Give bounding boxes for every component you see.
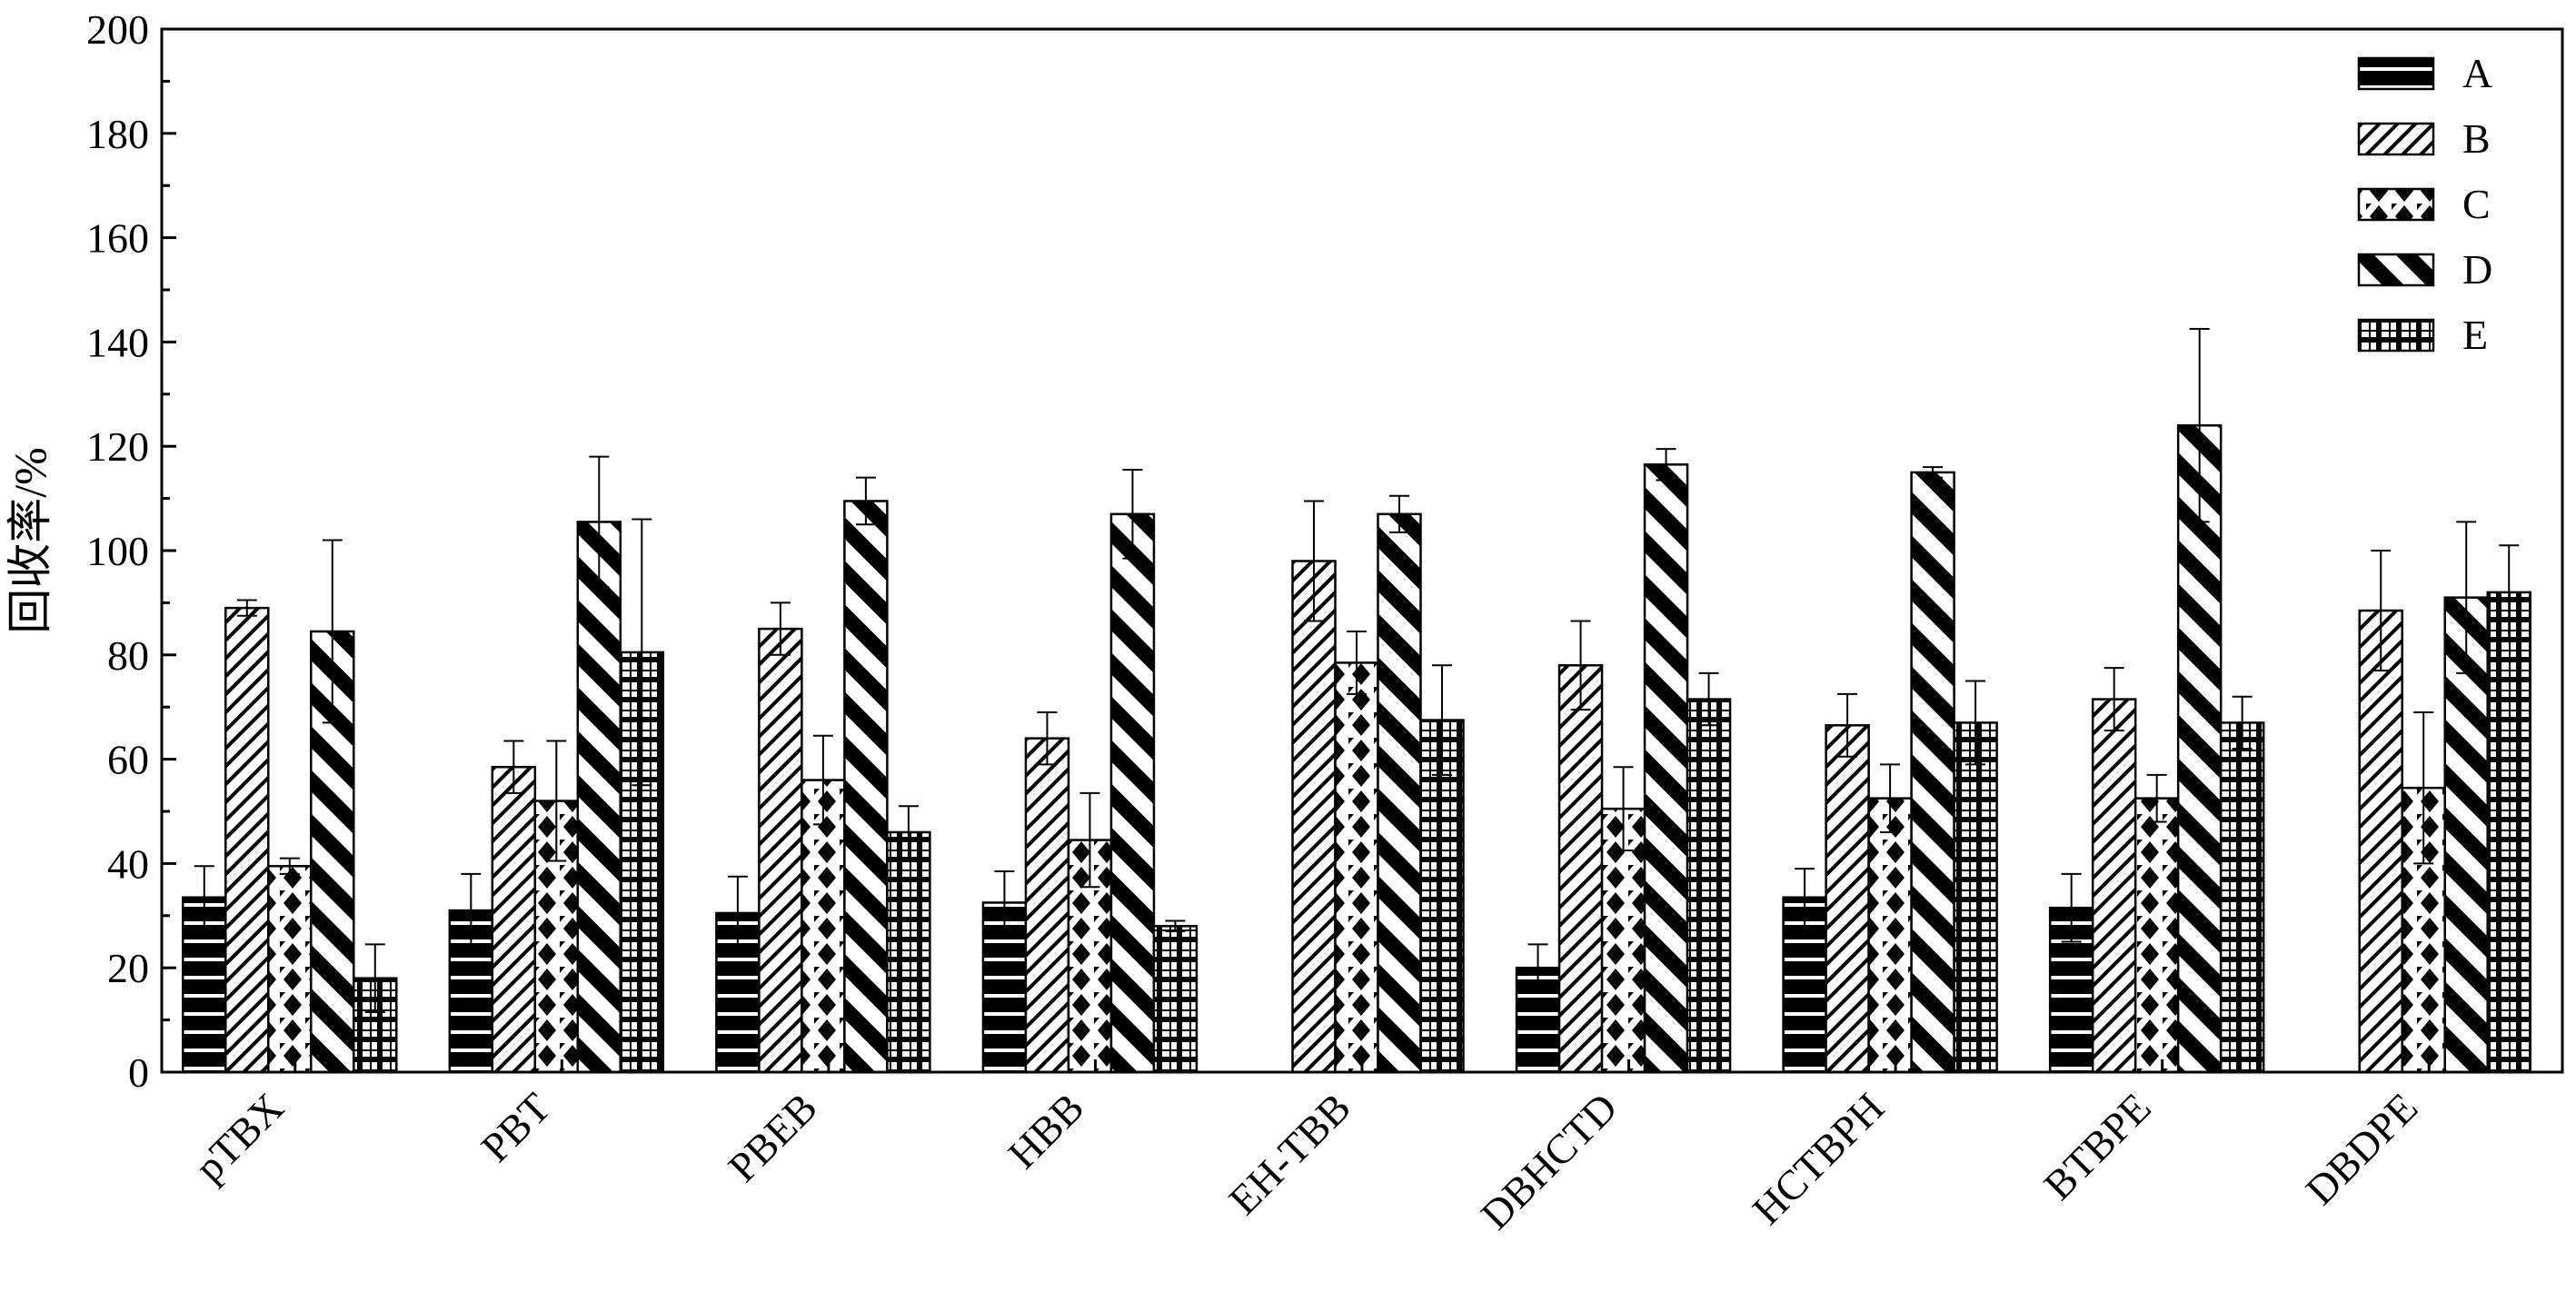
legend-label-A: A: [2462, 50, 2492, 96]
bar-D-PBEB: [843, 500, 889, 1074]
y-tick-label: 180: [86, 111, 149, 157]
y-tick-label: 60: [107, 737, 149, 783]
error-bars: [194, 328, 2520, 1013]
bar-B-HBB: [1024, 737, 1070, 1074]
bar-E-DBHCTD: [1686, 698, 1732, 1074]
bar-A-HBB: [981, 901, 1028, 1074]
bar-B-BTBPE: [2091, 698, 2137, 1074]
legend-label-B: B: [2462, 115, 2491, 162]
y-tick-label: 40: [107, 840, 149, 887]
y-tick-label: 0: [128, 1049, 149, 1096]
y-tick-label: 200: [86, 6, 149, 53]
bar-E-BTBPE: [2219, 721, 2265, 1074]
bar-C-EH-TBB: [1334, 661, 1379, 1074]
bar-E-PBEB: [886, 830, 931, 1074]
bar-E-EH-TBB: [1419, 719, 1465, 1074]
legend-swatch-E: [2357, 318, 2435, 353]
bar-D-DBHCTD: [1643, 463, 1689, 1074]
x-category-label: PBT: [472, 1084, 560, 1171]
bar-D-BTBPE: [2176, 423, 2223, 1074]
y-axis-ticks: 0 20 40 60 80 100 120 140 160 180 200: [86, 6, 176, 1096]
legend-swatch-C: [2357, 187, 2435, 222]
x-axis-categories: pTBX PBT PBEB HBB EH-TBB DBHCTD HCTBPH BTBPE DBD…: [185, 1059, 2431, 1238]
legend-swatch-D: [2357, 253, 2435, 287]
x-category-label: BTBPE: [2034, 1084, 2159, 1208]
bar-B-EH-TBB: [1291, 560, 1337, 1074]
y-tick-label: 20: [107, 945, 149, 991]
bar-D-HCTBPH: [1910, 471, 1955, 1074]
x-category-label: HCTBPH: [1744, 1084, 1893, 1233]
legend-swatch-A: [2357, 56, 2435, 91]
bar-B-DBHCTD: [1557, 664, 1604, 1074]
y-tick-label: 120: [86, 423, 149, 470]
y-axis-label: 回收率/%: [5, 447, 55, 634]
bars: [182, 423, 2531, 1074]
x-category-label: pTBX: [185, 1084, 292, 1190]
bar-E-HBB: [1152, 925, 1198, 1074]
bar-B-pTBX: [224, 606, 270, 1074]
legend-label-C: C: [2462, 181, 2491, 227]
bar-B-DBDPE: [2358, 609, 2403, 1074]
bar-B-HCTBPH: [1825, 724, 1870, 1074]
bar-C-PBEB: [801, 779, 846, 1074]
legend-swatch-B: [2357, 122, 2435, 156]
bar-E-DBDPE: [2486, 591, 2531, 1074]
bar-D-EH-TBB: [1377, 512, 1422, 1074]
y-tick-label: 140: [86, 319, 149, 365]
legend-label-D: D: [2462, 246, 2492, 293]
bar-D-PBT: [576, 521, 622, 1074]
bar-E-HCTBPH: [1953, 721, 1998, 1074]
x-category-label: PBEB: [720, 1084, 826, 1190]
y-tick-label: 100: [86, 528, 149, 574]
x-category-label: HBB: [1000, 1084, 1093, 1178]
bar-D-HBB: [1109, 512, 1156, 1074]
bar-C-HCTBPH: [1867, 797, 1913, 1074]
y-axis-label-group: 回收率/%: [5, 447, 55, 634]
x-category-label: EH-TBB: [1220, 1084, 1360, 1224]
x-category-label: DBHCTD: [1472, 1084, 1626, 1238]
y-tick-label: 80: [107, 632, 149, 679]
x-category-label: DBDPE: [2297, 1084, 2427, 1214]
bar-C-BTBPE: [2133, 797, 2180, 1074]
legend-label-E: E: [2462, 312, 2488, 358]
bar-B-PBT: [491, 765, 537, 1074]
bar-B-PBEB: [758, 627, 803, 1074]
bar-D-DBDPE: [2443, 596, 2489, 1074]
y-tick-label: 160: [86, 215, 149, 262]
bar-C-pTBX: [267, 865, 313, 1074]
